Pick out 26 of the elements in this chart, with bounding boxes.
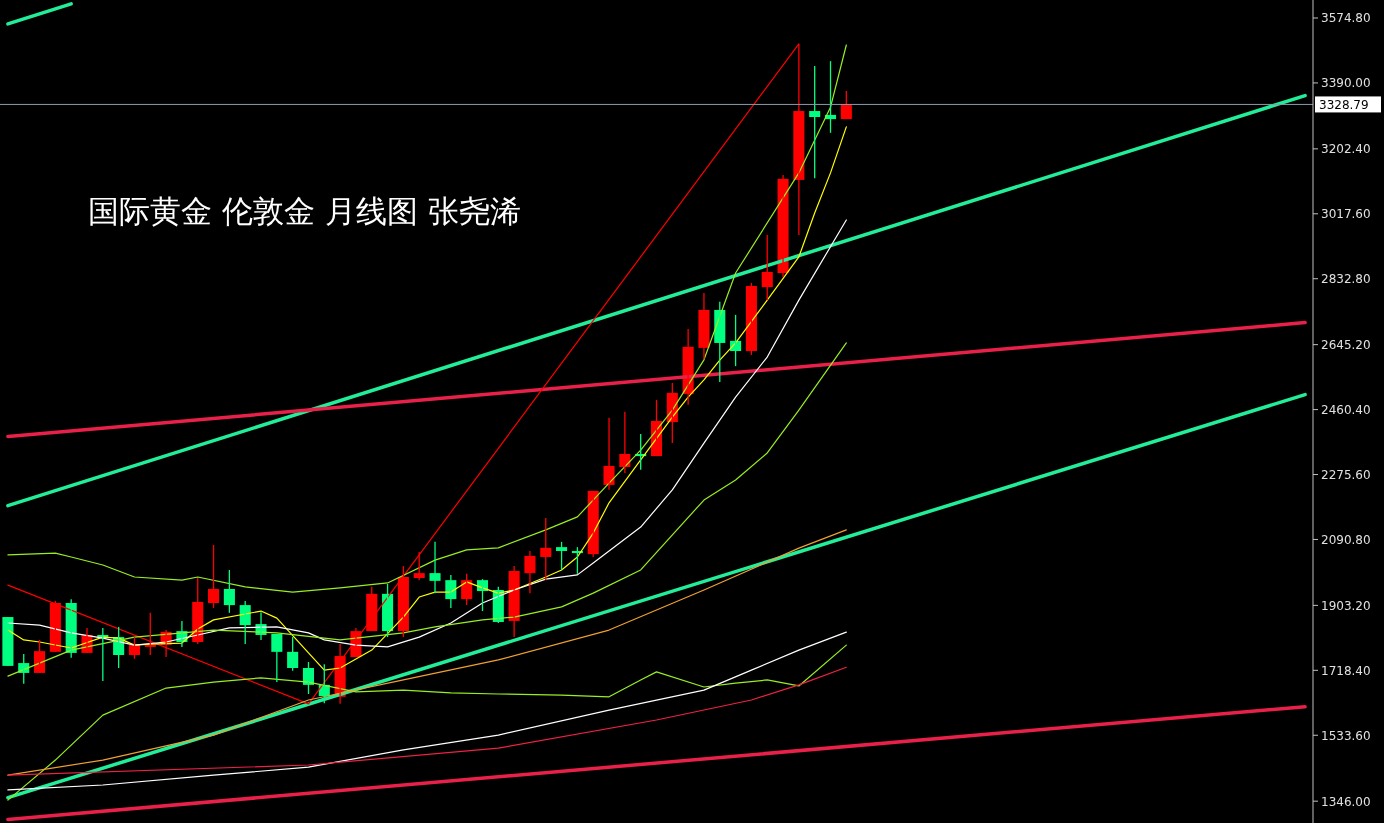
y-tick-label: 1533.60 bbox=[1321, 728, 1371, 743]
line-series bbox=[7, 666, 847, 776]
y-tick-label: 3017.60 bbox=[1321, 207, 1371, 222]
y-tick-label: 1718.40 bbox=[1321, 663, 1371, 678]
candlestick bbox=[271, 633, 283, 683]
line-series bbox=[7, 44, 847, 593]
ref-line-label: 3328.79 bbox=[1319, 97, 1369, 112]
y-tick-label: 3574.80 bbox=[1321, 11, 1371, 26]
line-series bbox=[7, 126, 847, 671]
y-tick-label: 2460.40 bbox=[1321, 403, 1371, 418]
candlestick bbox=[413, 551, 425, 581]
text: 国际黄金 伦敦金 月线图 张尧浠 bbox=[88, 193, 521, 229]
candlestick bbox=[556, 541, 568, 571]
y-tick-label: 1903.20 bbox=[1321, 598, 1371, 613]
y-tick-label: 1346.00 bbox=[1321, 794, 1371, 809]
line-series bbox=[7, 342, 847, 677]
candlestick bbox=[208, 544, 220, 609]
y-tick-label: 3390.00 bbox=[1321, 76, 1371, 91]
candlestick bbox=[761, 234, 773, 301]
y-tick-label: 2645.20 bbox=[1321, 338, 1371, 353]
candlestick bbox=[809, 65, 821, 179]
y-tick-label: 2275.60 bbox=[1321, 468, 1371, 483]
candlestick bbox=[429, 541, 441, 594]
y-tick-label: 3202.40 bbox=[1321, 142, 1371, 157]
y-tick-label: 2832.80 bbox=[1321, 272, 1371, 287]
y-tick-label: 2090.80 bbox=[1321, 532, 1371, 547]
